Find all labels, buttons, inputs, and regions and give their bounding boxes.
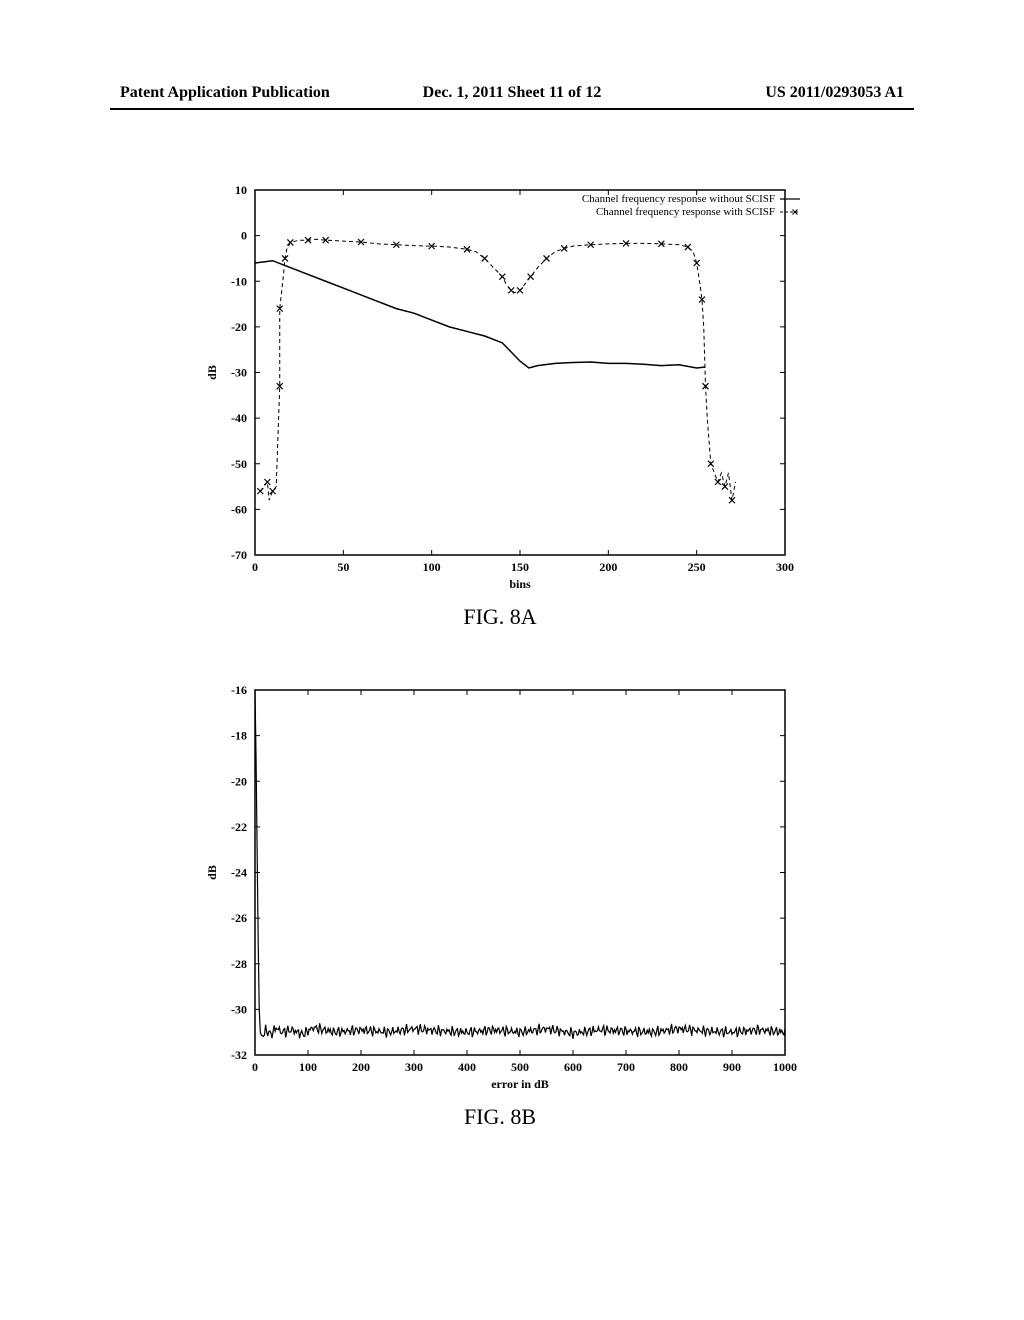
- svg-text:bins: bins: [509, 577, 531, 591]
- svg-text:-20: -20: [231, 320, 247, 334]
- svg-text:-20: -20: [231, 774, 247, 788]
- chart-8a: 0 50 100 150 200 250 300 -70 -60 -50 -40 -30 -20 -10 0…: [200, 180, 800, 600]
- svg-text:-30: -30: [231, 1002, 247, 1016]
- svg-text:0: 0: [252, 560, 258, 574]
- svg-text:Channel frequency response wit: Channel frequency response without SCISF: [582, 193, 775, 205]
- svg-text:-30: -30: [231, 366, 247, 380]
- page-header: Patent Application Publication Dec. 1, 2…: [120, 84, 904, 102]
- svg-text:0: 0: [252, 1060, 258, 1074]
- svg-text:150: 150: [511, 560, 529, 574]
- svg-text:0: 0: [241, 229, 247, 243]
- svg-text:-32: -32: [231, 1048, 247, 1062]
- page: Patent Application Publication Dec. 1, 2…: [0, 0, 1024, 1320]
- svg-text:900: 900: [723, 1060, 741, 1074]
- svg-text:50: 50: [337, 560, 349, 574]
- figure-8b-title: FIG. 8B: [200, 1104, 800, 1130]
- header-rule: [110, 108, 914, 110]
- svg-text:200: 200: [599, 560, 617, 574]
- svg-text:200: 200: [352, 1060, 370, 1074]
- header-center: Dec. 1, 2011 Sheet 11 of 12: [423, 84, 602, 102]
- svg-text:-22: -22: [231, 820, 247, 834]
- svg-text:error in dB: error in dB: [491, 1077, 549, 1091]
- figure-8b: 0 100 200 300 400 500 600 700 800 900 1000 -32 -30 -2…: [200, 680, 800, 1130]
- svg-text:100: 100: [299, 1060, 317, 1074]
- svg-text:-24: -24: [231, 866, 247, 880]
- svg-text:300: 300: [405, 1060, 423, 1074]
- svg-text:1000: 1000: [773, 1060, 797, 1074]
- svg-text:400: 400: [458, 1060, 476, 1074]
- svg-text:-60: -60: [231, 502, 247, 516]
- svg-text:500: 500: [511, 1060, 529, 1074]
- svg-text:-16: -16: [231, 683, 247, 697]
- svg-text:10: 10: [235, 183, 247, 197]
- svg-text:700: 700: [617, 1060, 635, 1074]
- chart-8b: 0 100 200 300 400 500 600 700 800 900 1000 -32 -30 -2…: [200, 680, 800, 1100]
- svg-text:800: 800: [670, 1060, 688, 1074]
- header-right: US 2011/0293053 A1: [765, 84, 904, 102]
- svg-text:100: 100: [423, 560, 441, 574]
- svg-text:-26: -26: [231, 911, 247, 925]
- svg-text:-28: -28: [231, 957, 247, 971]
- svg-text:Channel frequency response wit: Channel frequency response with SCISF: [596, 206, 775, 218]
- svg-text:-18: -18: [231, 729, 247, 743]
- svg-text:600: 600: [564, 1060, 582, 1074]
- figure-8a-title: FIG. 8A: [200, 604, 800, 630]
- svg-text:-70: -70: [231, 548, 247, 562]
- svg-text:-40: -40: [231, 411, 247, 425]
- header-left: Patent Application Publication: [120, 84, 330, 102]
- svg-text:300: 300: [776, 560, 794, 574]
- figure-8a: 0 50 100 150 200 250 300 -70 -60 -50 -40 -30 -20 -10 0…: [200, 180, 800, 630]
- svg-text:250: 250: [688, 560, 706, 574]
- svg-text:dB: dB: [205, 865, 219, 880]
- svg-text:-50: -50: [231, 457, 247, 471]
- svg-text:dB: dB: [205, 365, 219, 380]
- svg-text:-10: -10: [231, 274, 247, 288]
